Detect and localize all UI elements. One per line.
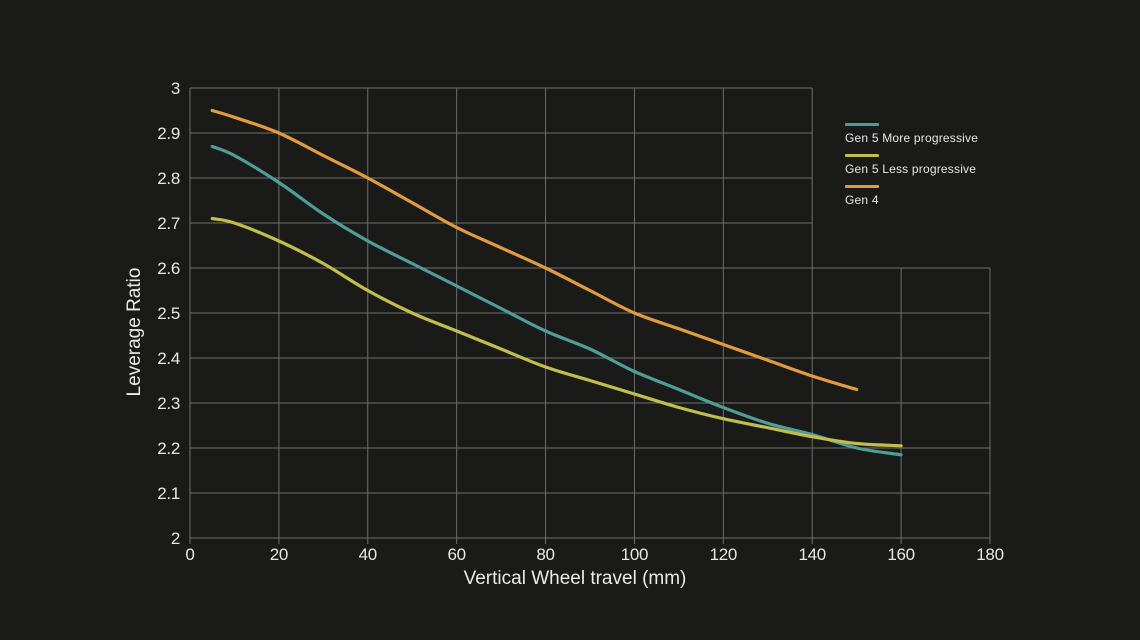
x-tick-label: 0: [185, 545, 194, 564]
legend-item: Gen 5 More progressive: [845, 123, 978, 145]
x-tick-label: 40: [359, 545, 377, 564]
tick-label-layer: 2 2.1 2.2 2.3 2.4 2.5 2.6 2.7 2.8 2.9 3 0 20 40 60 80 10…: [157, 79, 1004, 564]
grid-layer: [189, 87, 991, 544]
legend-item: Gen 4: [845, 185, 978, 207]
legend-swatch: [845, 123, 879, 126]
y-tick-label: 2.2: [157, 439, 180, 458]
x-tick-label: 100: [621, 545, 648, 564]
legend-label: Gen 4: [845, 193, 879, 207]
x-tick-label: 120: [710, 545, 737, 564]
y-tick-label: 2.5: [157, 304, 180, 323]
x-tick-label: 160: [887, 545, 914, 564]
x-tick-label: 60: [448, 545, 466, 564]
legend-label: Gen 5 Less progressive: [845, 162, 977, 176]
x-tick-label: 80: [536, 545, 554, 564]
x-tick-label: 20: [270, 545, 288, 564]
legend-swatch: [845, 185, 879, 188]
y-tick-label: 2.8: [157, 169, 180, 188]
legend: Gen 5 More progressive Gen 5 Less progres…: [845, 123, 978, 216]
legend-label: Gen 5 More progressive: [845, 131, 979, 145]
y-tick-label: 2.7: [157, 214, 180, 233]
y-tick-label: 2: [171, 529, 180, 548]
y-axis-title: Leverage Ratio: [124, 268, 145, 397]
y-tick-label: 2.1: [157, 484, 180, 503]
y-tick-label: 2.3: [157, 394, 180, 413]
y-tick-label: 2.4: [157, 349, 180, 368]
x-tick-label: 180: [976, 545, 1003, 564]
y-tick-label: 2.9: [157, 124, 180, 143]
legend-item: Gen 5 Less progressive: [845, 154, 978, 176]
y-tick-label: 2.6: [157, 259, 180, 278]
series-line-gen-5-more-progressive: [210, 144, 903, 457]
y-tick-label: 3: [171, 79, 180, 98]
x-tick-label: 140: [798, 545, 825, 564]
x-axis-title: Vertical Wheel travel (mm): [464, 568, 687, 589]
series-line-gen-5-less-progressive: [210, 216, 903, 448]
series-line-gen-4: [210, 108, 859, 392]
legend-swatch: [845, 154, 879, 157]
series-layer: [210, 108, 903, 457]
